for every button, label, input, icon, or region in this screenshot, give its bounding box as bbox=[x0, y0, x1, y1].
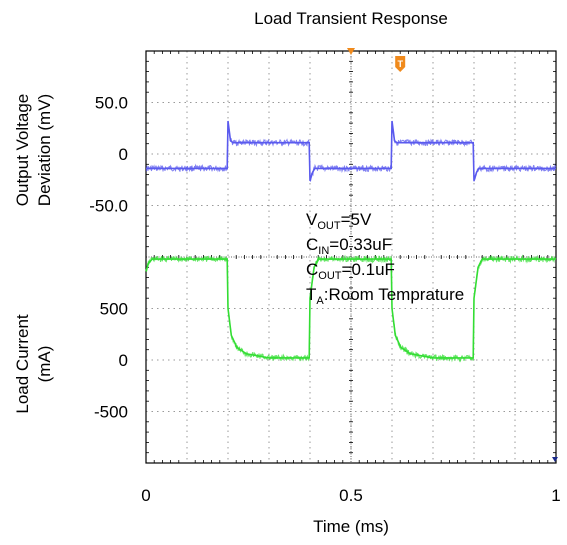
y-axis-label: Deviation (mV) bbox=[35, 94, 54, 206]
x-tick-label: 0.5 bbox=[339, 486, 363, 505]
trigger-marker-label: T bbox=[397, 59, 403, 69]
y-axis-label: Load Current bbox=[13, 314, 32, 414]
grid bbox=[146, 51, 556, 463]
series-line-current bbox=[145, 258, 556, 359]
x-tick-label: 1 bbox=[551, 486, 560, 505]
chart-title: Load Transient Response bbox=[254, 9, 448, 28]
annotation-line: TA:Room Temprature bbox=[306, 285, 464, 307]
y-tick-label: 0 bbox=[119, 351, 128, 370]
y-axis-label: (mA) bbox=[35, 346, 54, 383]
annotation-box: VOUT=5V CIN=0.33uF COUT=0.1uF TA:Room Tempr… bbox=[306, 210, 464, 307]
marker-layer: T bbox=[347, 48, 558, 462]
trigger-level-marker bbox=[395, 56, 406, 72]
trigger-position-marker bbox=[347, 48, 355, 55]
tick-labels: 0 0.5 1 50.0 0 -50.0 500 0 -500 bbox=[89, 94, 560, 506]
annotation-line: CIN=0.33uF bbox=[306, 235, 392, 257]
y-tick-label: 0 bbox=[119, 145, 128, 164]
y-tick-label: 50.0 bbox=[95, 94, 128, 113]
axis-labels: Time (ms) Output Voltage Deviation (mV) Lo… bbox=[13, 94, 389, 536]
x-axis-label: Time (ms) bbox=[313, 517, 389, 536]
x-tick-label: 0 bbox=[141, 486, 150, 505]
y-tick-label: 500 bbox=[100, 300, 128, 319]
series-layer bbox=[145, 120, 557, 363]
y-tick-label: -500 bbox=[94, 403, 128, 422]
y-tick-label: -50.0 bbox=[89, 197, 128, 216]
series-noise-voltage bbox=[145, 121, 557, 182]
annotation-line: COUT=0.1uF bbox=[306, 260, 395, 282]
channel-marker bbox=[552, 457, 558, 462]
annotation-line: VOUT=5V bbox=[306, 210, 372, 232]
y-axis-label: Output Voltage bbox=[13, 94, 32, 206]
series-line-voltage bbox=[146, 120, 556, 182]
